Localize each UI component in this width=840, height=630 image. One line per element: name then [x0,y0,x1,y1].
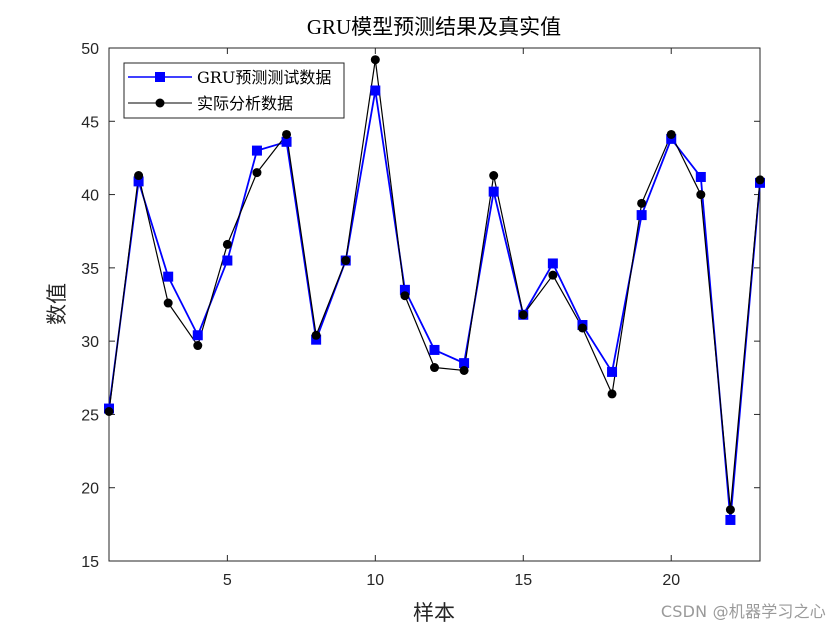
data-point-gru-prediction [636,210,647,221]
data-point-actual [459,365,469,375]
data-point-actual [725,505,735,515]
watermark-text: CSDN @机器学习之心 [660,602,826,621]
data-point-gru-prediction [399,284,410,295]
y-tick-label: 35 [81,261,99,278]
data-point-actual [430,363,439,373]
data-point-gru-prediction [459,358,470,369]
data-point-actual [518,310,528,320]
y-tick-label: 40 [81,188,99,205]
data-point-actual [193,341,203,351]
legend-label-actual: 实际分析数据 [197,94,293,113]
data-point-actual [755,175,765,185]
data-point-actual [696,190,706,200]
data-point-gru-prediction [547,258,558,269]
x-tick-label: 20 [662,572,680,589]
data-point-actual [222,239,232,249]
data-point-actual [341,256,351,266]
data-point-actual [282,129,292,139]
data-point-gru-prediction [222,255,233,266]
data-point-gru-prediction [192,330,203,341]
data-point-actual [637,198,647,208]
data-point-gru-prediction [370,85,381,96]
data-point-gru-prediction [429,344,440,355]
data-point-gru-prediction [251,145,262,156]
data-point-actual [577,323,587,333]
data-point-gru-prediction [695,171,706,182]
data-point-actual [400,291,410,301]
data-point-gru-prediction [163,271,174,282]
y-tick-label: 20 [81,481,99,498]
x-tick-label: 5 [223,572,232,589]
data-point-gru-prediction [725,514,736,525]
data-point-actual [163,298,173,308]
x-tick-label: 10 [366,572,384,589]
data-point-gru-prediction [607,366,618,377]
legend-marker-square-icon [155,72,165,82]
data-point-actual [548,270,558,280]
chart-title: GRU模型预测结果及真实值 [307,15,561,39]
legend-marker-circle-icon [155,98,165,108]
data-point-actual [252,168,262,178]
data-point-actual [311,330,321,340]
x-axis-label: 样本 [413,601,455,625]
data-point-gru-prediction [488,186,499,197]
y-axis-label: 数值 [45,283,69,325]
y-tick-label: 30 [81,334,99,351]
data-point-actual [104,406,114,416]
data-point-actual [666,129,676,139]
data-point-actual [607,389,617,399]
data-point-actual [134,171,144,181]
y-tick-label: 50 [81,41,99,58]
y-tick-label: 25 [81,407,99,424]
data-point-gru-prediction [281,136,292,147]
plot-area-frame [108,47,761,562]
y-tick-label: 15 [81,554,99,571]
chart-legend: GRU预测测试数据 实际分析数据 [123,62,345,119]
x-tick-label: 15 [514,572,532,589]
y-tick-label: 45 [81,114,99,131]
data-point-gru-prediction [133,176,144,187]
data-point-actual [370,55,380,65]
data-point-actual [489,171,499,181]
legend-label-gru: GRU预测测试数据 [197,68,331,87]
